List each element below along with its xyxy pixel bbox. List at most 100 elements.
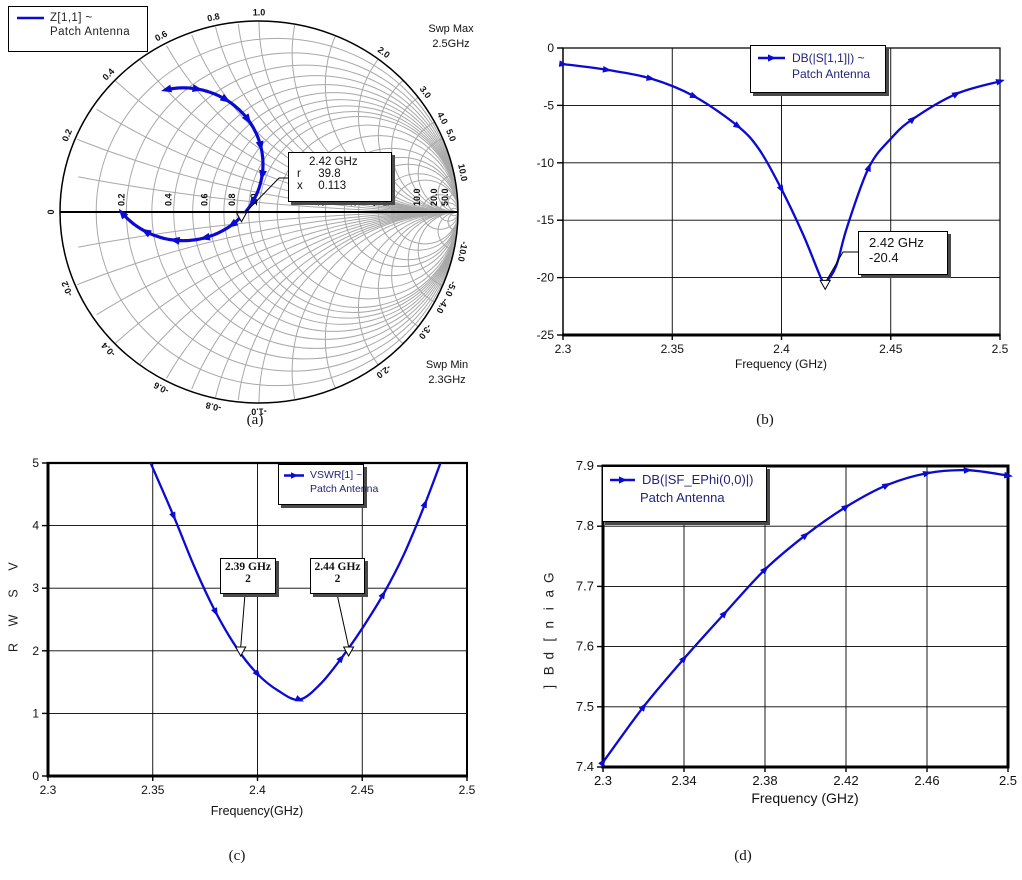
svg-text:0.2: 0.2 — [60, 128, 74, 143]
marker-value: 2 — [334, 573, 341, 585]
legend-box-smith[interactable]: Z[1,1] ~ Patch Antenna — [8, 6, 148, 52]
svg-text:-20: -20 — [537, 271, 555, 285]
caption-c: (c) — [228, 848, 246, 864]
legend-source-label: Patch Antenna — [50, 26, 131, 38]
svg-text:2.34: 2.34 — [671, 773, 696, 788]
svg-text:5: 5 — [32, 456, 39, 470]
x-axis-title-vswr: Frequency(GHz) — [210, 804, 304, 818]
marker-readout-smith[interactable]: 2.42 GHz r 39.8 x 0.113 — [288, 152, 392, 202]
svg-text:2.4: 2.4 — [773, 342, 790, 356]
svg-text:-25: -25 — [537, 328, 555, 342]
svg-text:0: 0 — [547, 41, 554, 55]
marker-readout-vswr-low[interactable]: 2.39 GHz 2 — [220, 558, 276, 594]
svg-text:0.4: 0.4 — [164, 193, 174, 206]
svg-text:7.8: 7.8 — [576, 518, 594, 533]
marker-readout-vswr-high[interactable]: 2.44 GHz 2 — [310, 558, 365, 594]
svg-text:10.0: 10.0 — [412, 188, 422, 206]
svg-text:0.6: 0.6 — [199, 193, 209, 206]
svg-text:0.6: 0.6 — [153, 29, 169, 44]
marker-x-value: 0.113 — [318, 180, 347, 192]
legend-box-s11[interactable]: DB(|S[1,1]|) ~ Patch Antenna — [750, 45, 886, 93]
y-axis-title-char: n — [541, 620, 557, 629]
svg-text:0.4: 0.4 — [100, 66, 116, 82]
svg-text:10.0: 10.0 — [456, 163, 469, 182]
marker-r-value: 39.8 — [318, 168, 341, 180]
sweep-max-label: Swp Max 2.5GHz — [422, 22, 480, 52]
svg-text:2.4: 2.4 — [249, 783, 266, 797]
svg-text:7.7: 7.7 — [576, 578, 594, 593]
svg-text:4.0: 4.0 — [435, 110, 450, 126]
marker-resistance: r 39.8 — [293, 168, 387, 180]
swp-max-value: 2.5GHz — [432, 37, 470, 50]
swp-min-title: Swp Min — [425, 359, 469, 371]
svg-text:5.0: 5.0 — [444, 128, 458, 143]
marker-freq: 2.42 GHz — [869, 235, 924, 250]
legend-row: Patch Antenna — [310, 483, 378, 495]
svg-text:4: 4 — [32, 519, 39, 533]
svg-text:7.5: 7.5 — [576, 699, 594, 714]
svg-text:2.38: 2.38 — [752, 773, 777, 788]
svg-text:2.0: 2.0 — [376, 45, 392, 61]
svg-text:2.45: 2.45 — [351, 783, 375, 797]
legend-row: Z[1,1] ~ — [16, 12, 143, 24]
legend-box-gain[interactable]: DB(|SF_EPhi(0,0)|) Patch Antenna — [602, 466, 767, 522]
svg-text:2.3: 2.3 — [594, 773, 612, 788]
svg-text:2.5: 2.5 — [459, 783, 476, 797]
svg-text:2.42: 2.42 — [833, 773, 858, 788]
legend-line-symbol — [284, 471, 304, 479]
y-axis-title-vswr: V S W R — [6, 553, 22, 661]
sweep-min-label: Swp Min 2.3GHz — [418, 358, 476, 388]
legend-series-label: VSWR[1] ~ — [310, 469, 363, 481]
svg-text:0: 0 — [32, 769, 39, 783]
x-axis-title-gain: Frequency (GHz) — [751, 790, 859, 806]
svg-text:2.46: 2.46 — [914, 773, 939, 788]
svg-text:1: 1 — [32, 706, 39, 720]
svg-text:2.3: 2.3 — [555, 342, 572, 356]
svg-text:-0.2: -0.2 — [59, 280, 74, 298]
swp-max-title: Swp Max — [428, 23, 474, 35]
legend-box-vswr[interactable]: VSWR[1] ~ Patch Antenna — [278, 464, 378, 505]
svg-text:7.9: 7.9 — [576, 458, 594, 473]
legend-series-label: DB(|S[1,1]|) ~ — [792, 51, 865, 65]
marker-readout-s11[interactable]: 2.42 GHz -20.4 — [858, 231, 948, 275]
legend-row: Patch Antenna — [50, 26, 143, 38]
svg-text:7.6: 7.6 — [576, 639, 594, 654]
svg-text:3.0: 3.0 — [418, 84, 434, 100]
x-axis-title-s11: Frequency (GHz) — [734, 357, 828, 371]
svg-text:-10: -10 — [537, 156, 555, 170]
legend-source-label: Patch Antenna — [640, 490, 725, 505]
caption-a: (a) — [246, 412, 264, 428]
legend-series-label: DB(|SF_EPhi(0,0)|) — [642, 472, 754, 487]
y-axis-title-char: W — [6, 614, 21, 627]
legend-source-label: Patch Antenna — [310, 483, 379, 495]
legend-row: VSWR[1] ~ — [284, 469, 363, 481]
marker-x-label: x — [297, 180, 303, 192]
svg-text:1.0: 1.0 — [253, 7, 266, 17]
legend-line-symbol — [610, 475, 635, 484]
svg-text:2.3: 2.3 — [40, 783, 57, 797]
swp-min-value: 2.3GHz — [428, 373, 466, 386]
marker-reactance: x 0.113 — [293, 180, 387, 192]
svg-text:2: 2 — [32, 644, 39, 658]
svg-text:2.5: 2.5 — [992, 342, 1009, 356]
y-axis-title-char: R — [6, 642, 21, 653]
svg-text:-0.8: -0.8 — [205, 400, 222, 413]
y-axis-title-char: i — [541, 607, 557, 611]
svg-text:2.45: 2.45 — [879, 342, 903, 356]
caption-d: (d) — [734, 848, 752, 864]
y-axis-title-char: G — [541, 572, 557, 584]
legend-line-symbol — [17, 16, 44, 20]
svg-text:2.35: 2.35 — [661, 342, 685, 356]
svg-text:0.8: 0.8 — [206, 11, 220, 24]
legend-source-label: Patch Antenna — [792, 67, 871, 81]
legend-series-label: Z[1,1] ~ — [50, 12, 93, 24]
marker-freq: 2.42 GHz — [309, 156, 358, 168]
marker-freq: 2.44 GHz — [314, 561, 361, 573]
legend-row: Patch Antenna — [792, 67, 881, 81]
legend-row: DB(|SF_EPhi(0,0)|) — [610, 472, 762, 487]
y-axis-title-char: V — [6, 562, 21, 571]
marker-value: 2 — [245, 573, 251, 585]
svg-text:7.4: 7.4 — [576, 759, 594, 774]
